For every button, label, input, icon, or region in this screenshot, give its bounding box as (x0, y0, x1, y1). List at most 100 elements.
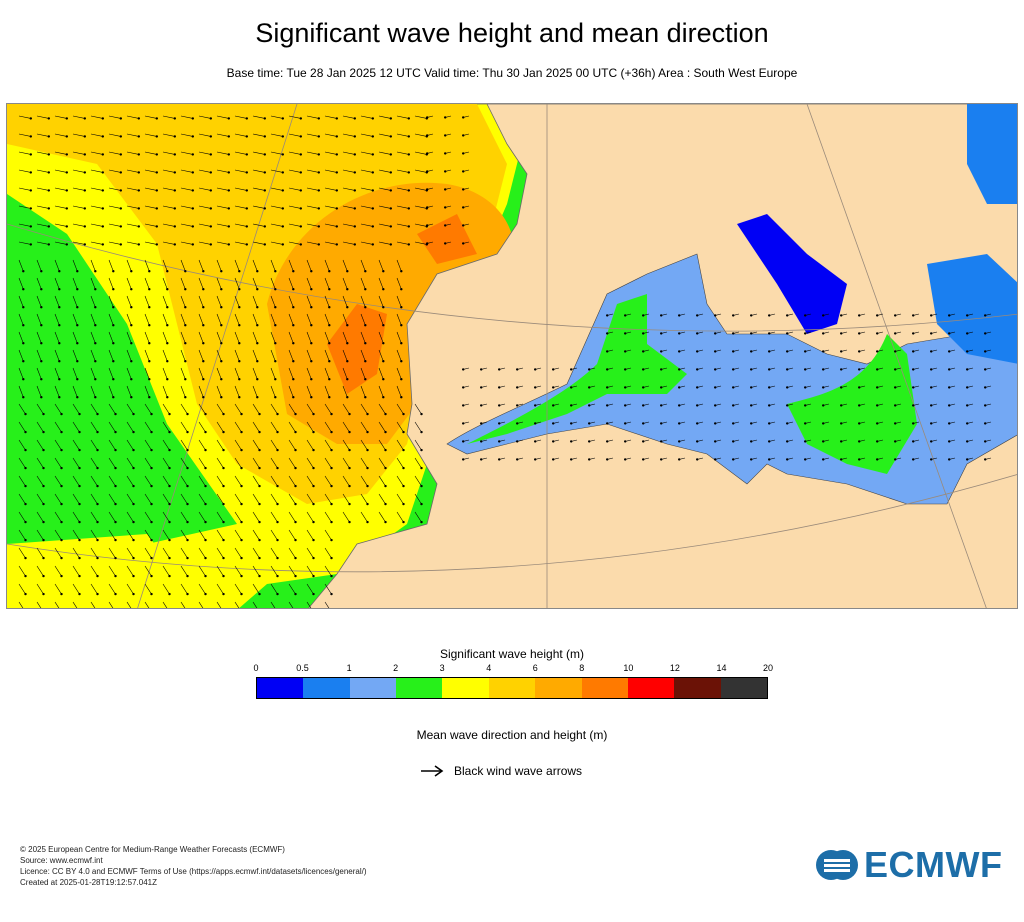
direction-arrow (360, 133, 373, 137)
direction-arrow-head (191, 207, 195, 210)
direction-arrow-head (695, 458, 699, 461)
direction-arrow-head (965, 404, 969, 407)
direction-arrow-head (240, 520, 243, 524)
direction-arrow (144, 367, 150, 380)
direction-arrow-head (60, 520, 63, 524)
direction-arrow-head (335, 207, 338, 210)
direction-arrow (216, 385, 222, 398)
direction-arrow (360, 493, 368, 505)
direction-arrow-head (263, 189, 266, 192)
direction-arrow-head (821, 386, 825, 389)
direction-arrow-head (220, 378, 223, 381)
direction-arrow (414, 403, 422, 415)
direction-arrow (324, 349, 330, 362)
direction-arrow-head (227, 135, 231, 138)
direction-arrow-head (947, 422, 951, 425)
direction-arrow-head (191, 243, 195, 246)
direction-arrow-head (364, 324, 367, 327)
direction-arrow-head (150, 484, 153, 488)
direction-arrow-head (276, 484, 279, 488)
direction-arrow (360, 511, 368, 523)
direction-arrow-head (947, 350, 951, 353)
footer-credits: © 2025 European Centre for Medium-Range … (20, 844, 367, 888)
direction-arrow-head (276, 448, 279, 452)
direction-arrow-head (114, 520, 117, 524)
direction-arrow-head (168, 430, 171, 434)
direction-arrow-head (150, 538, 153, 542)
direction-arrow-head (382, 360, 385, 363)
direction-arrow-head (821, 440, 825, 443)
direction-arrow (216, 151, 229, 155)
direction-arrow-head (245, 207, 249, 210)
direction-arrow-head (96, 538, 99, 542)
direction-arrow (324, 259, 330, 272)
direction-arrow-head (191, 117, 195, 120)
direction-arrow (288, 259, 294, 272)
direction-arrow-head (893, 350, 897, 353)
direction-arrow-head (294, 574, 297, 578)
direction-arrow (54, 439, 62, 451)
direction-arrow-head (929, 350, 933, 353)
direction-arrow-head (400, 324, 403, 327)
direction-arrow-head (83, 243, 87, 246)
direction-arrow (72, 565, 80, 577)
direction-arrow-head (256, 342, 259, 345)
direction-arrow-head (76, 288, 79, 291)
sea-med-green-west (467, 294, 687, 444)
direction-arrow (90, 511, 98, 523)
direction-arrow-head (659, 332, 663, 335)
direction-arrow-head (42, 520, 45, 524)
direction-arrow (324, 331, 330, 344)
direction-arrow-head (58, 270, 61, 273)
direction-arrow-head (677, 350, 681, 353)
direction-arrow (54, 313, 60, 326)
direction-arrow (396, 493, 404, 505)
direction-arrow-head (444, 116, 447, 119)
direction-arrow-head (353, 135, 356, 138)
direction-arrow-head (155, 153, 159, 156)
direction-arrow-head (353, 153, 356, 156)
direction-arrow (234, 241, 247, 245)
direction-arrow-head (65, 135, 68, 138)
direction-arrow (342, 115, 355, 119)
direction-arrow (162, 511, 170, 523)
direction-arrow (108, 277, 114, 290)
direction-arrow-head (112, 270, 115, 273)
direction-arrow (144, 169, 157, 173)
direction-arrow-head (292, 324, 295, 327)
direction-arrow-head (713, 386, 717, 389)
direction-arrow-head (713, 458, 717, 461)
direction-arrow-head (893, 440, 897, 443)
direction-arrow-head (42, 412, 45, 416)
direction-arrow-head (965, 386, 969, 389)
direction-arrow-head (330, 538, 333, 542)
direction-arrow-head (659, 404, 663, 407)
direction-arrow (234, 439, 242, 451)
direction-arrow-head (947, 332, 951, 335)
direction-arrow (360, 331, 366, 344)
direction-arrow (180, 205, 193, 209)
direction-arrow-head (312, 466, 315, 470)
direction-arrow (36, 187, 49, 191)
direction-arrow-head (130, 396, 133, 399)
direction-arrow (36, 295, 42, 308)
direction-arrow-head (60, 448, 63, 452)
direction-arrow-head (24, 520, 27, 524)
direction-arrow-head (137, 243, 141, 246)
direction-arrow-head (785, 314, 789, 317)
direction-arrow-head (155, 225, 159, 228)
direction-arrow (54, 529, 62, 541)
direction-arrow-head (222, 556, 225, 560)
colorbar-tick-label: 1 (346, 663, 352, 673)
direction-arrow-head (114, 466, 117, 470)
direction-arrow-head (94, 360, 97, 363)
direction-arrow-head (893, 368, 897, 371)
direction-arrow-head (148, 360, 151, 363)
direction-arrow-head (516, 386, 519, 389)
colorbar-tick-label: 3 (439, 663, 445, 673)
direction-arrow (360, 169, 373, 173)
direction-arrow (180, 403, 188, 415)
direction-arrow-head (749, 404, 753, 407)
direction-arrow (270, 547, 278, 559)
direction-arrow-head (276, 502, 279, 506)
